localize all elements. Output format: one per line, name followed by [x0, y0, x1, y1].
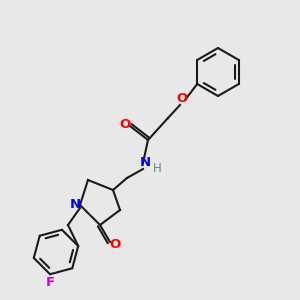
Text: H: H	[153, 161, 161, 175]
Text: N: N	[140, 157, 151, 169]
Text: N: N	[69, 199, 81, 212]
Text: O: O	[110, 238, 121, 251]
Text: O: O	[119, 118, 130, 130]
Text: O: O	[176, 92, 188, 106]
Text: F: F	[46, 276, 55, 289]
